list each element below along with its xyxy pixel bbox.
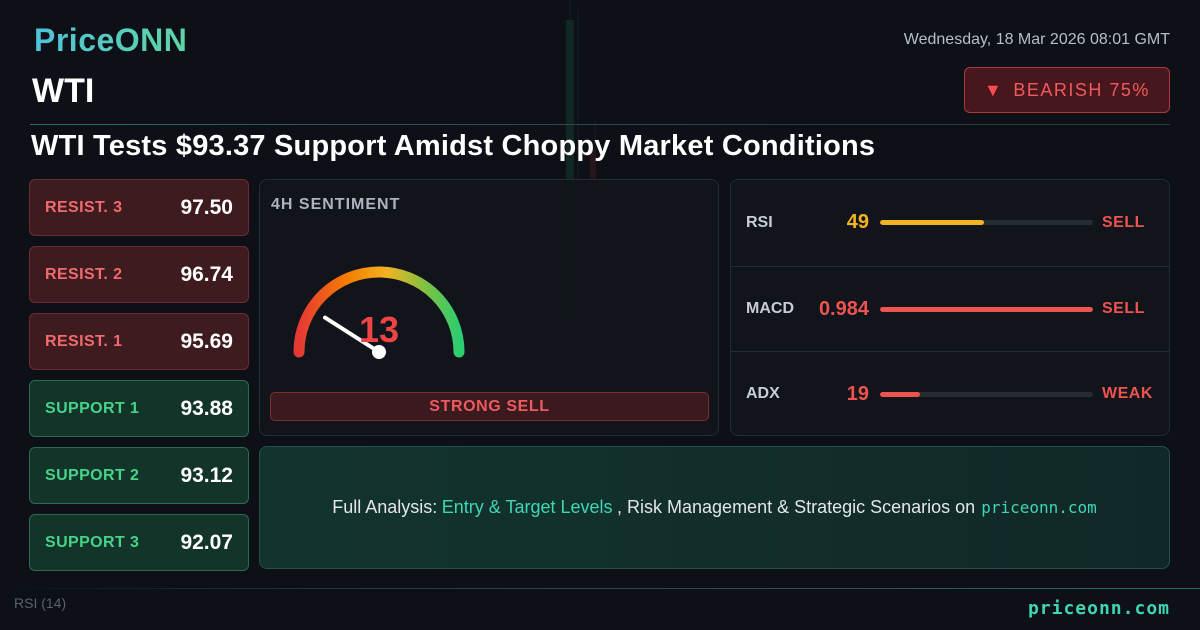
indicator-macd: MACD 0.984 SELL — [731, 266, 1169, 351]
sentiment-score: 13 — [359, 309, 399, 350]
cta-middle: , Risk Management & Strategic Scenarios … — [617, 497, 976, 517]
level-value: 96.74 — [180, 262, 233, 286]
gauge-needle — [323, 315, 381, 354]
level-resist-3: RESIST. 3 97.50 — [29, 179, 249, 236]
level-label: SUPPORT 1 — [45, 399, 140, 417]
sentiment-gauge: 13 — [293, 266, 465, 359]
footer-rsi-label: RSI (14) — [14, 595, 66, 611]
level-label: SUPPORT 3 — [45, 533, 140, 551]
footer-site-link[interactable]: priceonn.com — [1027, 598, 1170, 619]
indicator-value: 19 — [846, 382, 869, 405]
footer-rsi-period: (14) — [41, 595, 67, 611]
gauge-hub — [372, 345, 386, 359]
indicator-bar — [880, 391, 1093, 397]
level-resist-1: RESIST. 1 95.69 — [29, 313, 249, 370]
level-value: 97.50 — [180, 195, 233, 219]
level-value: 92.07 — [180, 530, 233, 554]
brand-logo: PriceONN — [34, 22, 188, 58]
indicator-value: 0.984 — [818, 297, 869, 320]
indicators-panel: RSI 49 SELL MACD 0.984 SELL ADX 19 WEAK — [730, 179, 1170, 436]
indicator-rsi: RSI 49 SELL — [731, 180, 1169, 265]
down-arrow-icon: ▼ — [984, 79, 1004, 100]
datetime: Wednesday, 18 Mar 2026 08:01 GMT — [903, 31, 1170, 48]
indicator-name: ADX — [746, 385, 780, 402]
level-support-1: SUPPORT 1 93.88 — [29, 380, 249, 437]
indicator-name: MACD — [746, 300, 794, 317]
sentiment-title: 4H SENTIMENT — [271, 196, 401, 213]
sentiment-panel: 4H SENTIMENT 13 STRONG SELL — [259, 179, 719, 436]
header-divider — [30, 124, 1170, 125]
badge-label: BEARISH 75% — [1013, 79, 1150, 100]
level-value: 93.88 — [180, 396, 233, 420]
bearish-badge: ▼ BEARISH 75% — [964, 67, 1170, 113]
cta-site-link[interactable]: priceonn.com — [981, 498, 1097, 517]
level-resist-2: RESIST. 2 96.74 — [29, 246, 249, 303]
level-label: RESIST. 2 — [45, 265, 123, 283]
sentiment-verdict: STRONG SELL — [270, 392, 709, 421]
full-analysis-banner[interactable]: Full Analysis: Entry & Target Levels , R… — [259, 446, 1170, 569]
indicator-adx: ADX 19 WEAK — [731, 351, 1169, 436]
cta-prefix: Full Analysis: — [332, 497, 438, 517]
indicator-name: RSI — [746, 213, 773, 231]
level-support-2: SUPPORT 2 93.12 — [29, 447, 249, 504]
indicator-signal: WEAK — [1102, 385, 1153, 402]
headline: WTI Tests $93.37 Support Amidst Choppy M… — [31, 130, 876, 162]
indicator-bar-fill — [880, 391, 921, 397]
level-value: 93.12 — [180, 463, 233, 487]
symbol-title: WTI — [32, 72, 95, 110]
indicator-bar — [880, 306, 1093, 312]
indicator-signal: SELL — [1102, 300, 1145, 317]
level-value: 95.69 — [180, 329, 233, 353]
gauge-arc — [293, 266, 465, 358]
indicator-value: 49 — [846, 211, 869, 233]
footer-divider — [0, 588, 1200, 589]
level-label: SUPPORT 2 — [45, 466, 140, 484]
indicator-bar-fill — [880, 220, 985, 225]
footer-rsi-name: RSI — [14, 595, 38, 611]
level-label: RESIST. 1 — [45, 332, 123, 350]
level-support-3: SUPPORT 3 92.07 — [29, 514, 249, 571]
indicator-bar — [880, 220, 1093, 225]
cta-highlight: Entry & Target Levels — [441, 497, 613, 517]
indicator-bar-fill — [880, 306, 1093, 312]
price-levels: RESIST. 3 97.50 RESIST. 2 96.74 RESIST. … — [29, 179, 249, 581]
indicator-signal: SELL — [1102, 213, 1145, 231]
level-label: RESIST. 3 — [45, 198, 123, 216]
